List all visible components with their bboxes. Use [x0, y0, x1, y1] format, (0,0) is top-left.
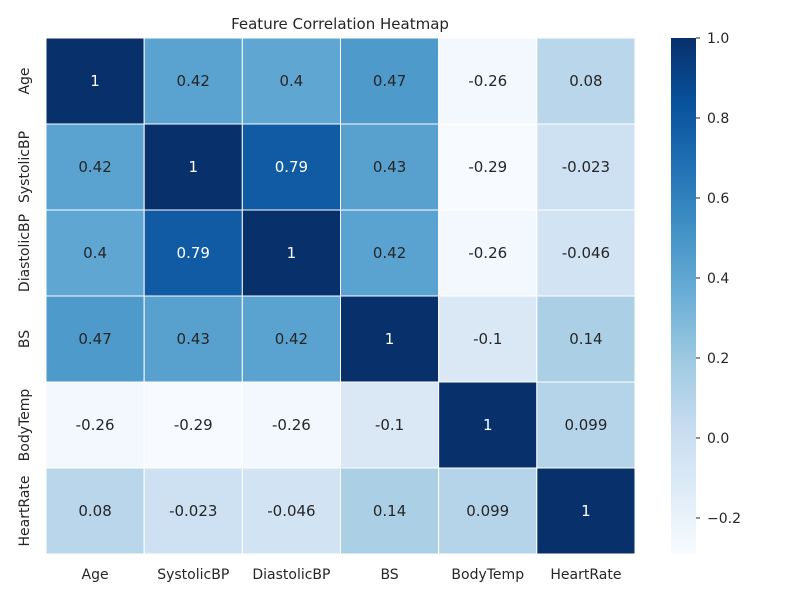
x-axis-ticks: Age SystolicBP DiastolicBP BS BodyTemp HeartR… [82, 567, 622, 583]
y-tick-label: Age [17, 67, 33, 94]
heatmap-cell-bodytemp-bodytemp [438, 381, 538, 469]
heatmap-cell-bs-bodytemp [438, 295, 538, 383]
colorbar-tick-label: 0.2 [707, 351, 729, 367]
cell-value-label: 0.42 [275, 330, 308, 348]
y-axis-ticks: Age SystolicBP DiastolicBP BS BodyTemp HeartR… [17, 67, 33, 546]
heatmap-cell-bs-systolicbp [143, 295, 243, 383]
heatmap-cell-heartrate-heartrate [536, 467, 636, 555]
cell-value-label: -0.26 [468, 72, 507, 90]
cell-value-label: 0.08 [78, 502, 111, 520]
cell-value-label: 0.47 [78, 330, 111, 348]
cell-value-label: 0.43 [373, 158, 406, 176]
heatmap-cell-diastolicbp-systolicbp [143, 209, 243, 297]
heatmap-cell-heartrate-bs [340, 467, 440, 555]
cell-value-label: 0.42 [177, 72, 210, 90]
cell-value-label: 0.79 [177, 244, 210, 262]
heatmap-cell-heartrate-bodytemp [438, 467, 538, 555]
cell-value-label: 0.08 [569, 72, 602, 90]
cell-value-label: 0.4 [279, 72, 303, 90]
cell-value-label: -0.26 [76, 416, 115, 434]
y-tick-label: SystolicBP [17, 131, 33, 203]
heatmap-cell-diastolicbp-heartrate [536, 209, 636, 297]
heatmap-cell-diastolicbp-bodytemp [438, 209, 538, 297]
cell-value-label: -0.023 [169, 502, 217, 520]
cell-value-label: -0.046 [267, 502, 315, 520]
heatmap-cell-age-bodytemp [438, 37, 538, 125]
cell-value-label: 0.099 [466, 502, 509, 520]
heatmap-cell-bodytemp-age [45, 381, 145, 469]
heatmap-cell-bs-age [45, 295, 145, 383]
cell-value-label: 0.14 [569, 330, 602, 348]
heatmap-cell-diastolicbp-age [45, 209, 145, 297]
cell-value-label: 0.79 [275, 158, 308, 176]
heatmap-cell-bodytemp-bs [340, 381, 440, 469]
cell-value-label: -0.26 [468, 244, 507, 262]
cell-value-label: 1 [188, 158, 198, 176]
cell-value-label: -0.26 [272, 416, 311, 434]
cell-value-label: 0.14 [373, 502, 406, 520]
cell-value-label: 1 [287, 244, 297, 262]
y-tick-label: HeartRate [17, 475, 33, 546]
colorbar-tick-label: −0.2 [707, 511, 741, 527]
cell-value-label: 0.42 [373, 244, 406, 262]
colorbar-tick-label: 0.4 [707, 271, 729, 287]
cell-value-label: 1 [483, 416, 493, 434]
heatmap-cells: 1 0.42 0.4 0.47 -0.26 0.08 0.42 1 0.79 0.43 -0.29 -… [45, 37, 636, 555]
cell-value-label: -0.29 [174, 416, 213, 434]
chart-title: Feature Correlation Heatmap [231, 15, 449, 33]
heatmap-cell-age-heartrate [536, 37, 636, 125]
cell-value-label: 0.42 [78, 158, 111, 176]
heatmap-cell-systolicbp-systolicbp [143, 123, 243, 211]
x-tick-label: SystolicBP [157, 567, 229, 583]
heatmap-cell-bodytemp-heartrate [536, 381, 636, 469]
x-tick-label: HeartRate [550, 567, 621, 583]
x-tick-label: DiastolicBP [252, 567, 330, 583]
colorbar-tick-label: 0.8 [707, 111, 729, 127]
cell-value-label: -0.1 [473, 330, 502, 348]
cell-value-label: 0.47 [373, 72, 406, 90]
colorbar [671, 38, 696, 554]
cell-value-label: 1 [581, 502, 591, 520]
heatmap-cell-bodytemp-diastolicbp [241, 381, 341, 469]
colorbar-tick-label: 1.0 [707, 31, 729, 47]
y-tick-label: DiastolicBP [17, 214, 33, 292]
cell-value-label: -0.1 [375, 416, 404, 434]
cell-value-label: 0.099 [564, 416, 607, 434]
cell-value-label: -0.023 [562, 158, 610, 176]
cell-value-label: -0.046 [562, 244, 610, 262]
cell-value-label: 1 [90, 72, 100, 90]
heatmap-cell-age-age [45, 37, 145, 125]
heatmap-cell-heartrate-age [45, 467, 145, 555]
cell-value-label: 1 [385, 330, 395, 348]
heatmap-cell-systolicbp-heartrate [536, 123, 636, 211]
x-tick-label: BS [380, 567, 398, 583]
heatmap-cell-bs-diastolicbp [241, 295, 341, 383]
heatmap-cell-age-diastolicbp [241, 37, 341, 125]
cell-value-label: -0.29 [468, 158, 507, 176]
heatmap-cell-systolicbp-bs [340, 123, 440, 211]
colorbar-ticks: −0.2 0.0 0.2 0.4 0.6 0.8 1.0 [696, 31, 741, 527]
cell-value-label: 0.4 [83, 244, 107, 262]
colorbar-tick-label: 0.0 [707, 431, 729, 447]
colorbar-tick-label: 0.6 [707, 191, 729, 207]
x-tick-label: BodyTemp [451, 567, 524, 583]
heatmap-cell-bs-bs [340, 295, 440, 383]
y-tick-label: BS [17, 330, 33, 348]
cell-value-label: 0.43 [177, 330, 210, 348]
heatmap-cell-diastolicbp-bs [340, 209, 440, 297]
heatmap-cell-age-systolicbp [143, 37, 243, 125]
heatmap-cell-bs-heartrate [536, 295, 636, 383]
heatmap-cell-diastolicbp-diastolicbp [241, 209, 341, 297]
y-tick-label: BodyTemp [17, 389, 33, 462]
x-tick-label: Age [82, 567, 109, 583]
heatmap-cell-age-bs [340, 37, 440, 125]
